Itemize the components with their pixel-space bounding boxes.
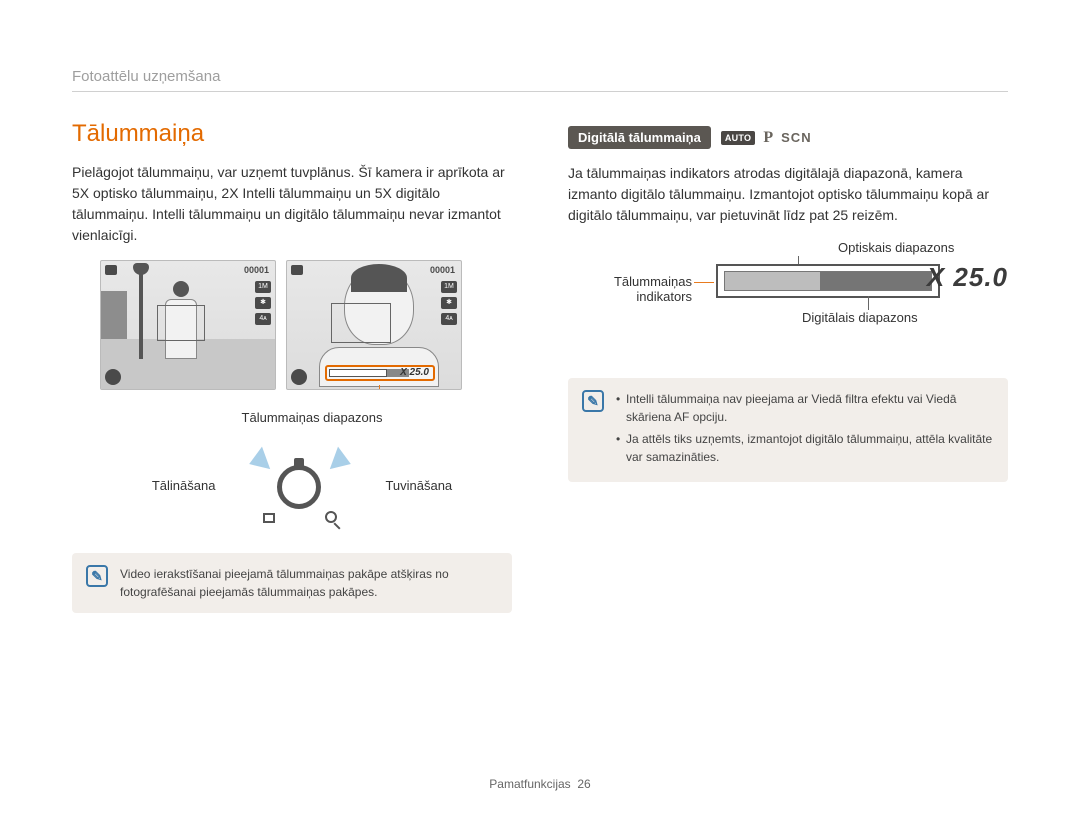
optical-range-label: Optiskais diapazons <box>838 240 954 255</box>
digital-zoom-text: Ja tālummaiņas indikators atrodas digitā… <box>568 163 1008 226</box>
mode-p-icon: P <box>763 129 773 147</box>
zoom-indicator-box: X 25.0 <box>325 365 435 381</box>
side-icon: 1M <box>255 281 271 293</box>
note-box-left: ✎ Video ierakstīšanai pieejamā tālummaiņ… <box>72 553 512 613</box>
indicator-label: Tālummaiņasindikators <box>592 274 692 304</box>
intro-text: Pielāgojot tālummaiņu, var uzņemt tuvplā… <box>72 162 512 246</box>
note-icon: ✎ <box>86 565 108 587</box>
digital-range-label: Digitālais diapazons <box>802 310 918 325</box>
note-text: Video ierakstīšanai pieejamā tālummaiņas… <box>120 565 498 601</box>
note-item: Ja attēls tiks uzņemts, izmantojot digit… <box>616 430 994 466</box>
leader-line <box>379 385 380 390</box>
frame-counter: 00001 <box>430 265 455 275</box>
side-icon: 4ᴀ <box>255 313 271 325</box>
note-item: Intelli tālummaiņa nav pieejama ar Viedā… <box>616 390 994 426</box>
page-title: Tālummaiņa <box>72 120 512 148</box>
screen-tele: 00001 1M ✱ 4ᴀ X 25.0 <box>286 260 462 390</box>
zoom-range-caption: Tālummaiņas diapazons <box>112 410 512 425</box>
stabilizer-icon <box>291 369 307 385</box>
side-icon: 4ᴀ <box>441 313 457 325</box>
wide-icon <box>263 513 275 523</box>
side-icon: ✱ <box>255 297 271 309</box>
screen-wide: 00001 1M ✱ 4ᴀ <box>100 260 276 390</box>
leader-line <box>694 282 714 283</box>
tele-icon <box>325 511 337 523</box>
side-icon: ✱ <box>441 297 457 309</box>
zoom-dial-diagram: Tālināšana Tuvināšana <box>92 445 512 525</box>
breadcrumb: Fotoattēlu uzņemšana <box>72 68 1008 92</box>
note-icon: ✎ <box>582 390 604 412</box>
subheading-pill: Digitālā tālummaiņa <box>568 126 711 149</box>
zoom-bar <box>716 264 940 298</box>
mode-scn-icon: SCN <box>781 130 811 145</box>
stabilizer-icon <box>105 369 121 385</box>
frame-counter: 00001 <box>244 265 269 275</box>
camera-screens: 00001 1M ✱ 4ᴀ 00001 <box>100 260 512 390</box>
note-box-right: ✎ Intelli tālummaiņa nav pieejama ar Vie… <box>568 378 1008 482</box>
zoom-readout: X 25.0 <box>400 367 429 378</box>
zoom-out-label: Tālināšana <box>152 478 216 493</box>
side-icon: 1M <box>441 281 457 293</box>
zoom-ring-icon <box>277 465 321 509</box>
page-footer: Pamatfunkcijas 26 <box>0 777 1080 791</box>
mode-icons: AUTO P SCN <box>721 129 812 147</box>
zoom-indicator-diagram: Optiskais diapazons Tālummaiņasindikator… <box>568 240 1008 350</box>
zoom-max-value: X 25.0 <box>927 262 1008 293</box>
zoom-in-label: Tuvināšana <box>385 478 452 493</box>
mode-auto-icon: AUTO <box>721 131 756 145</box>
